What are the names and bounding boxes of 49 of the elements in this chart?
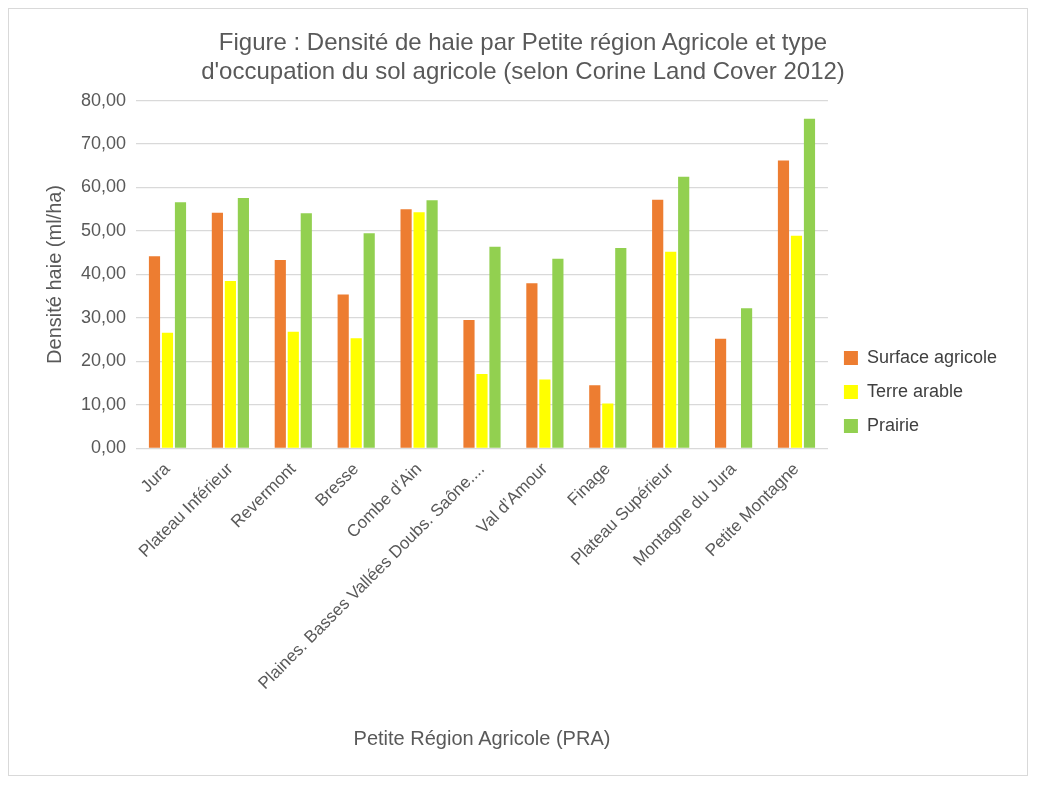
bar: [224, 280, 236, 448]
bar: [615, 247, 627, 448]
legend-label: Prairie: [866, 414, 919, 435]
bar: [539, 379, 551, 448]
y-tick-label: 20,00: [81, 350, 127, 371]
bar: [489, 246, 501, 448]
bar: [803, 118, 816, 448]
bar: [426, 200, 438, 448]
bar: [652, 199, 664, 448]
bar: [148, 256, 161, 448]
legend-label: Surface agricole: [866, 346, 998, 367]
bar: [237, 197, 249, 448]
text: d'occupation du sol agricole (selon Corine Land Cover 2012): [201, 56, 845, 84]
x-axis-title: Petite Région Agricole (PRA): [353, 726, 611, 749]
y-tick-label: 80,00: [81, 89, 127, 110]
bar: [678, 176, 690, 448]
y-axis-title: Densité haie (ml/ha): [42, 184, 65, 364]
bar: [552, 258, 564, 448]
bar: [400, 209, 412, 448]
bar: [161, 332, 174, 448]
bar: [274, 260, 286, 448]
bar: [300, 213, 312, 448]
y-tick-label: 40,00: [81, 263, 127, 284]
bar: [777, 160, 790, 448]
x-tick-label: Jura: [136, 458, 175, 497]
y-tick-label: 70,00: [81, 133, 127, 154]
bar: [287, 331, 299, 448]
text: Figure : Densité de haie par Petite région Agricole et type: [218, 28, 828, 56]
bar: [174, 202, 187, 448]
y-tick-label: 10,00: [81, 393, 127, 414]
bar: [714, 338, 727, 448]
bar: [589, 385, 601, 448]
bar: [476, 373, 488, 448]
y-tick-label: 50,00: [81, 219, 127, 240]
bar: [790, 235, 803, 448]
bar: [350, 338, 362, 448]
bar: [363, 233, 375, 448]
bar: [665, 251, 677, 448]
y-tick-label: 60,00: [81, 176, 127, 197]
bar: [337, 294, 349, 448]
bar: [211, 212, 223, 448]
bar: [602, 403, 614, 448]
bar: [463, 320, 475, 448]
bar: [740, 308, 753, 448]
bar: [526, 283, 538, 448]
y-tick-label: 30,00: [81, 306, 127, 327]
y-tick-label: 0,00: [91, 437, 127, 458]
legend-label: Terre arable: [866, 380, 963, 401]
bar: [413, 212, 425, 448]
